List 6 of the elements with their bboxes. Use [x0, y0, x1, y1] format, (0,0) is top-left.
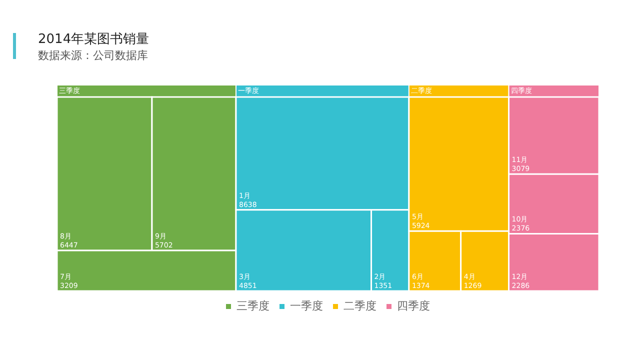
text: 2014年某图书销量: [38, 31, 150, 48]
legend-label: 四季度: [397, 299, 430, 312]
legend-label: 二季度: [344, 299, 376, 312]
legend-label: 一季度: [290, 299, 323, 312]
legend-label: 三季度: [236, 299, 270, 312]
text: 数据来源：公司数据库: [38, 48, 148, 63]
